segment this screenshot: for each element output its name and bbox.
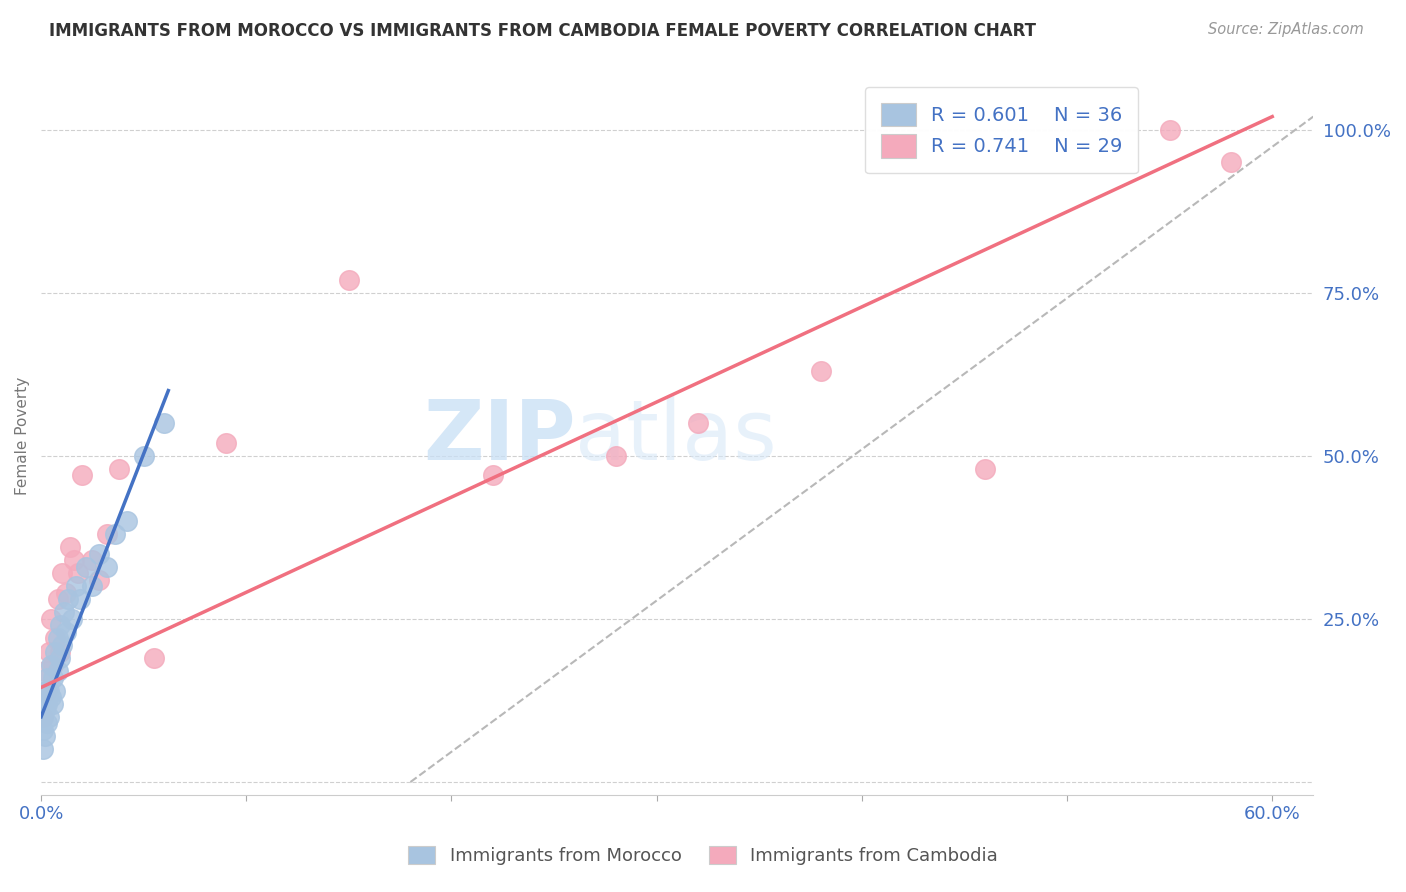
- Point: [44, 683, 66, 698]
- Text: ZIP: ZIP: [423, 396, 575, 476]
- Point: [82, 553, 104, 567]
- Point: [87, 573, 110, 587]
- Point: [37, 671, 59, 685]
- Point: [48, 651, 70, 665]
- Point: [70, 468, 93, 483]
- Point: [60, 612, 83, 626]
- Point: [37, 716, 59, 731]
- Point: [215, 435, 238, 450]
- Point: [56, 592, 79, 607]
- Point: [605, 449, 627, 463]
- Point: [32, 710, 55, 724]
- Point: [38, 683, 60, 698]
- Point: [41, 612, 63, 626]
- Point: [108, 462, 131, 476]
- Point: [37, 683, 59, 698]
- Point: [41, 690, 63, 705]
- Point: [34, 703, 56, 717]
- Text: IMMIGRANTS FROM MOROCCO VS IMMIGRANTS FROM CAMBODIA FEMALE POVERTY CORRELATION C: IMMIGRANTS FROM MOROCCO VS IMMIGRANTS FR…: [49, 22, 1036, 40]
- Point: [32, 710, 55, 724]
- Point: [337, 273, 360, 287]
- Point: [38, 710, 60, 724]
- Point: [51, 638, 73, 652]
- Point: [974, 462, 997, 476]
- Point: [48, 644, 70, 658]
- Point: [104, 527, 127, 541]
- Point: [96, 559, 118, 574]
- Point: [48, 618, 70, 632]
- Point: [42, 671, 65, 685]
- Point: [44, 644, 66, 658]
- Point: [59, 540, 82, 554]
- Point: [42, 697, 65, 711]
- Point: [117, 514, 139, 528]
- Point: [32, 742, 55, 756]
- Point: [143, 651, 166, 665]
- Point: [67, 566, 90, 581]
- Y-axis label: Female Poverty: Female Poverty: [15, 377, 30, 495]
- Point: [87, 547, 110, 561]
- Point: [481, 468, 503, 483]
- Point: [34, 664, 56, 678]
- Point: [55, 624, 77, 639]
- Point: [82, 579, 104, 593]
- Point: [810, 364, 832, 378]
- Point: [46, 592, 69, 607]
- Point: [1220, 155, 1243, 169]
- Point: [75, 559, 97, 574]
- Point: [44, 632, 66, 646]
- Point: [65, 579, 87, 593]
- Point: [38, 644, 60, 658]
- Point: [55, 586, 77, 600]
- Point: [69, 592, 91, 607]
- Point: [96, 527, 118, 541]
- Point: [34, 683, 56, 698]
- Legend: R = 0.601    N = 36, R = 0.741    N = 29: R = 0.601 N = 36, R = 0.741 N = 29: [865, 87, 1139, 174]
- Point: [132, 449, 155, 463]
- Text: atlas: atlas: [575, 396, 778, 476]
- Point: [46, 664, 69, 678]
- Point: [46, 632, 69, 646]
- Text: Source: ZipAtlas.com: Source: ZipAtlas.com: [1208, 22, 1364, 37]
- Point: [34, 730, 56, 744]
- Point: [42, 657, 65, 672]
- Legend: Immigrants from Morocco, Immigrants from Cambodia: Immigrants from Morocco, Immigrants from…: [399, 837, 1007, 874]
- Point: [37, 697, 59, 711]
- Point: [153, 416, 176, 430]
- Point: [41, 657, 63, 672]
- Point: [63, 553, 86, 567]
- Point: [52, 606, 75, 620]
- Point: [686, 416, 709, 430]
- Point: [32, 723, 55, 737]
- Point: [51, 566, 73, 581]
- Point: [1159, 122, 1181, 136]
